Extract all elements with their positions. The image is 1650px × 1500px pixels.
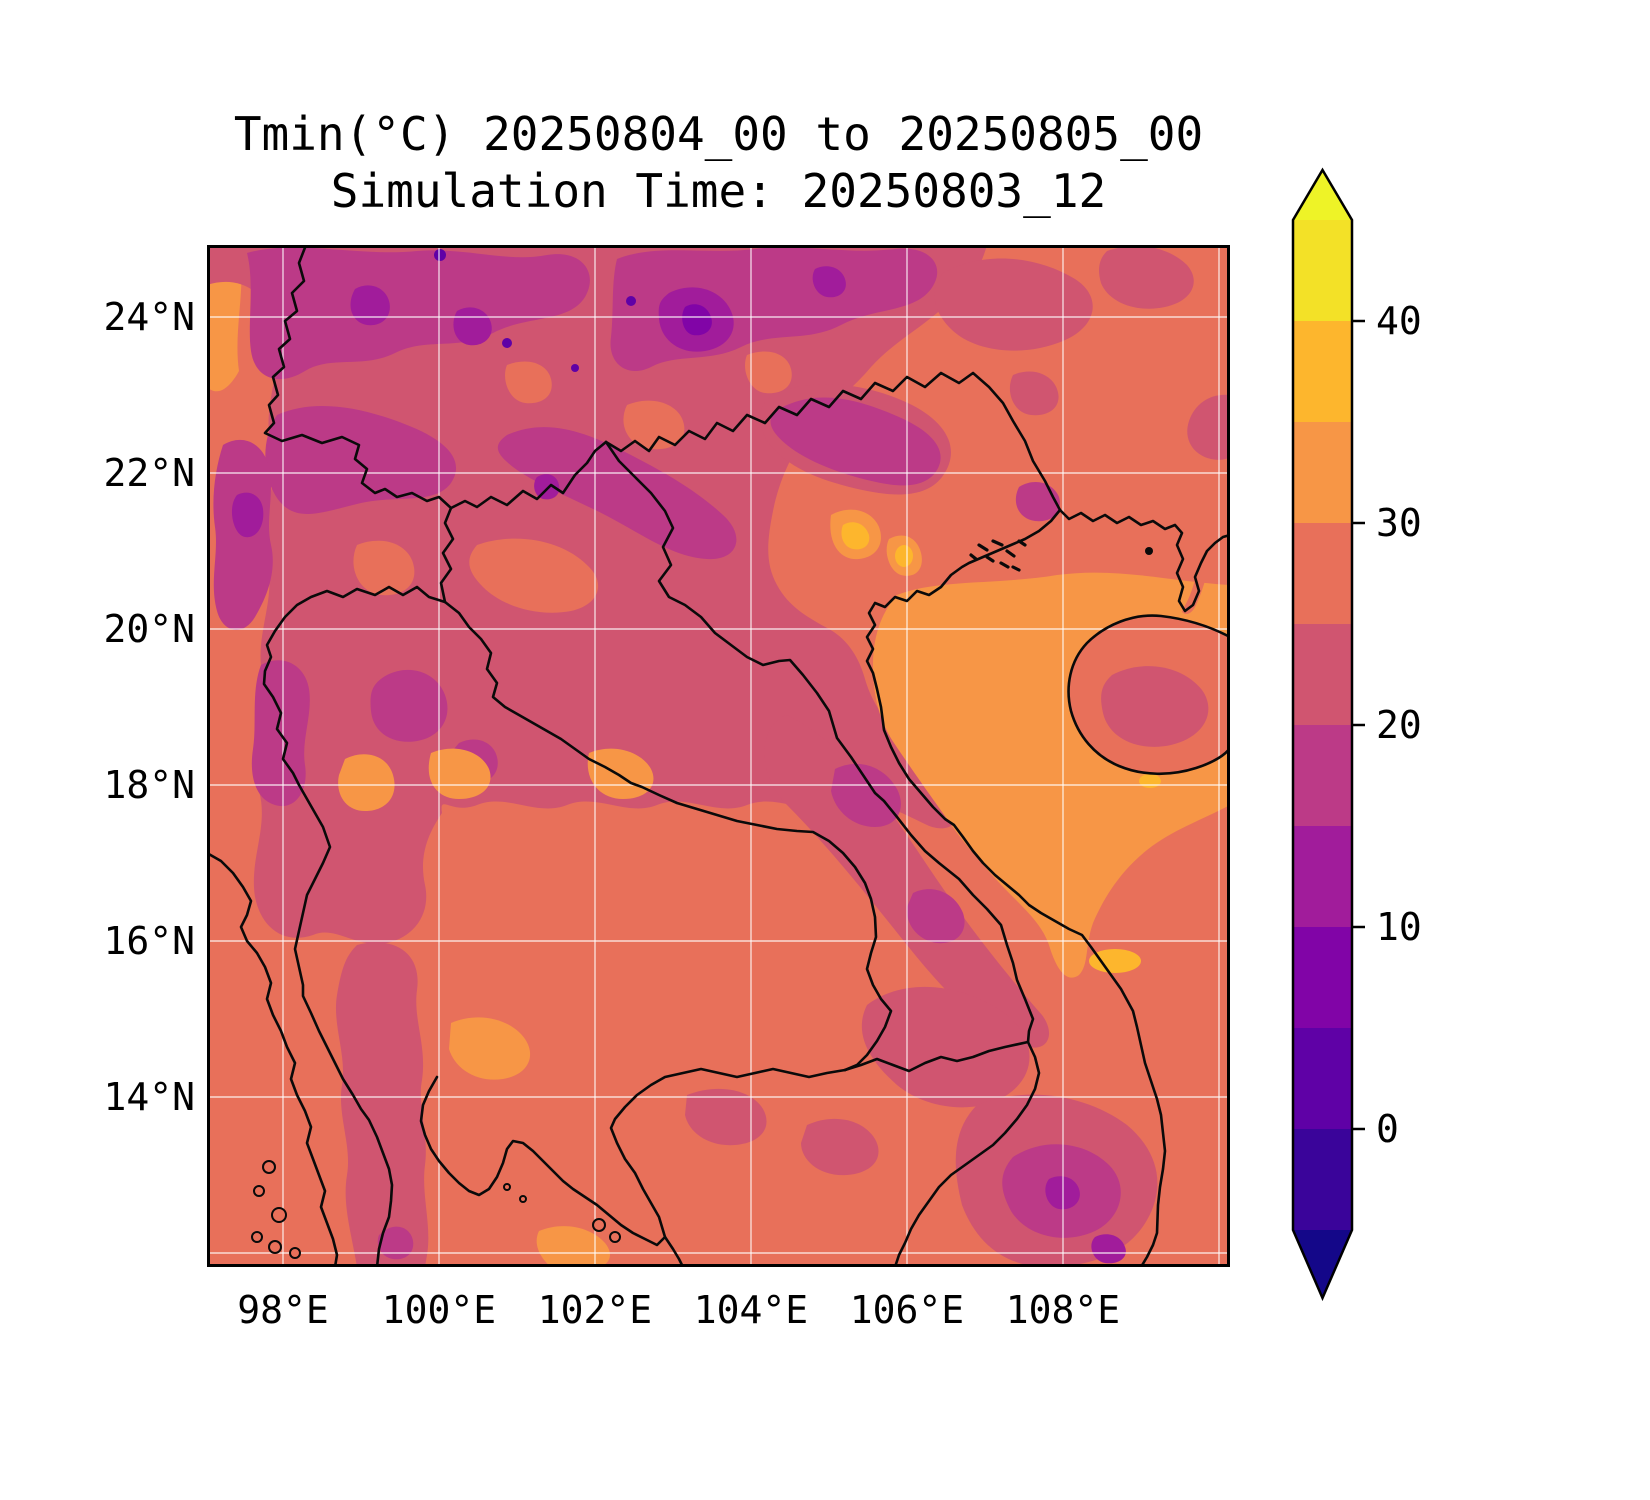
country-borders: [207, 245, 1230, 1267]
colorbar-label: 10: [1376, 905, 1422, 949]
colorbar-label: 0: [1376, 1107, 1399, 1151]
x-tick-label: 104°E: [693, 1288, 809, 1332]
x-tick-label: 106°E: [849, 1288, 965, 1332]
temperature-field: [207, 245, 1230, 1267]
colorbar-over-arrow: [1293, 170, 1352, 220]
colorbar-outline: [1291, 167, 1354, 1302]
x-tick-label: 98°E: [237, 1288, 329, 1332]
colorbar-bands: [1293, 220, 1352, 1230]
x-tick-label: 102°E: [537, 1288, 653, 1332]
y-tick-label: 22°N: [103, 451, 195, 495]
colorbar-label: 20: [1376, 703, 1422, 747]
colorbar-ticks: [1352, 319, 1365, 1131]
x-tick-label: 100°E: [381, 1288, 497, 1332]
y-tick-label: 16°N: [103, 919, 195, 963]
title-line-2: Simulation Time: 20250803_12: [330, 164, 1107, 218]
colorbar-label: 30: [1376, 501, 1422, 545]
colorbar-under-arrow: [1293, 1230, 1352, 1298]
plot-title: Tmin(°C) 20250804_00 to 20250805_00 Simu…: [207, 106, 1230, 220]
halong-islets: [969, 539, 1027, 572]
title-line-1: Tmin(°C) 20250804_00 to 20250805_00: [233, 107, 1204, 161]
colorbar: 40 30 20 10 0: [1291, 167, 1422, 1302]
colorbar-label: 40: [1376, 299, 1422, 343]
map-plot: [207, 245, 1230, 1267]
y-tick-label: 20°N: [103, 607, 195, 651]
islands: [251, 539, 1153, 1259]
map-frame: [207, 245, 1230, 1267]
colorbar-tick-labels: 40 30 20 10 0: [1376, 299, 1422, 1151]
y-tick-label: 14°N: [103, 1075, 195, 1119]
x-tick-label: 108°E: [1005, 1288, 1121, 1332]
y-tick-label: 18°N: [103, 763, 195, 807]
y-tick-label: 24°N: [103, 295, 195, 339]
weizhou-island: [1145, 547, 1153, 555]
